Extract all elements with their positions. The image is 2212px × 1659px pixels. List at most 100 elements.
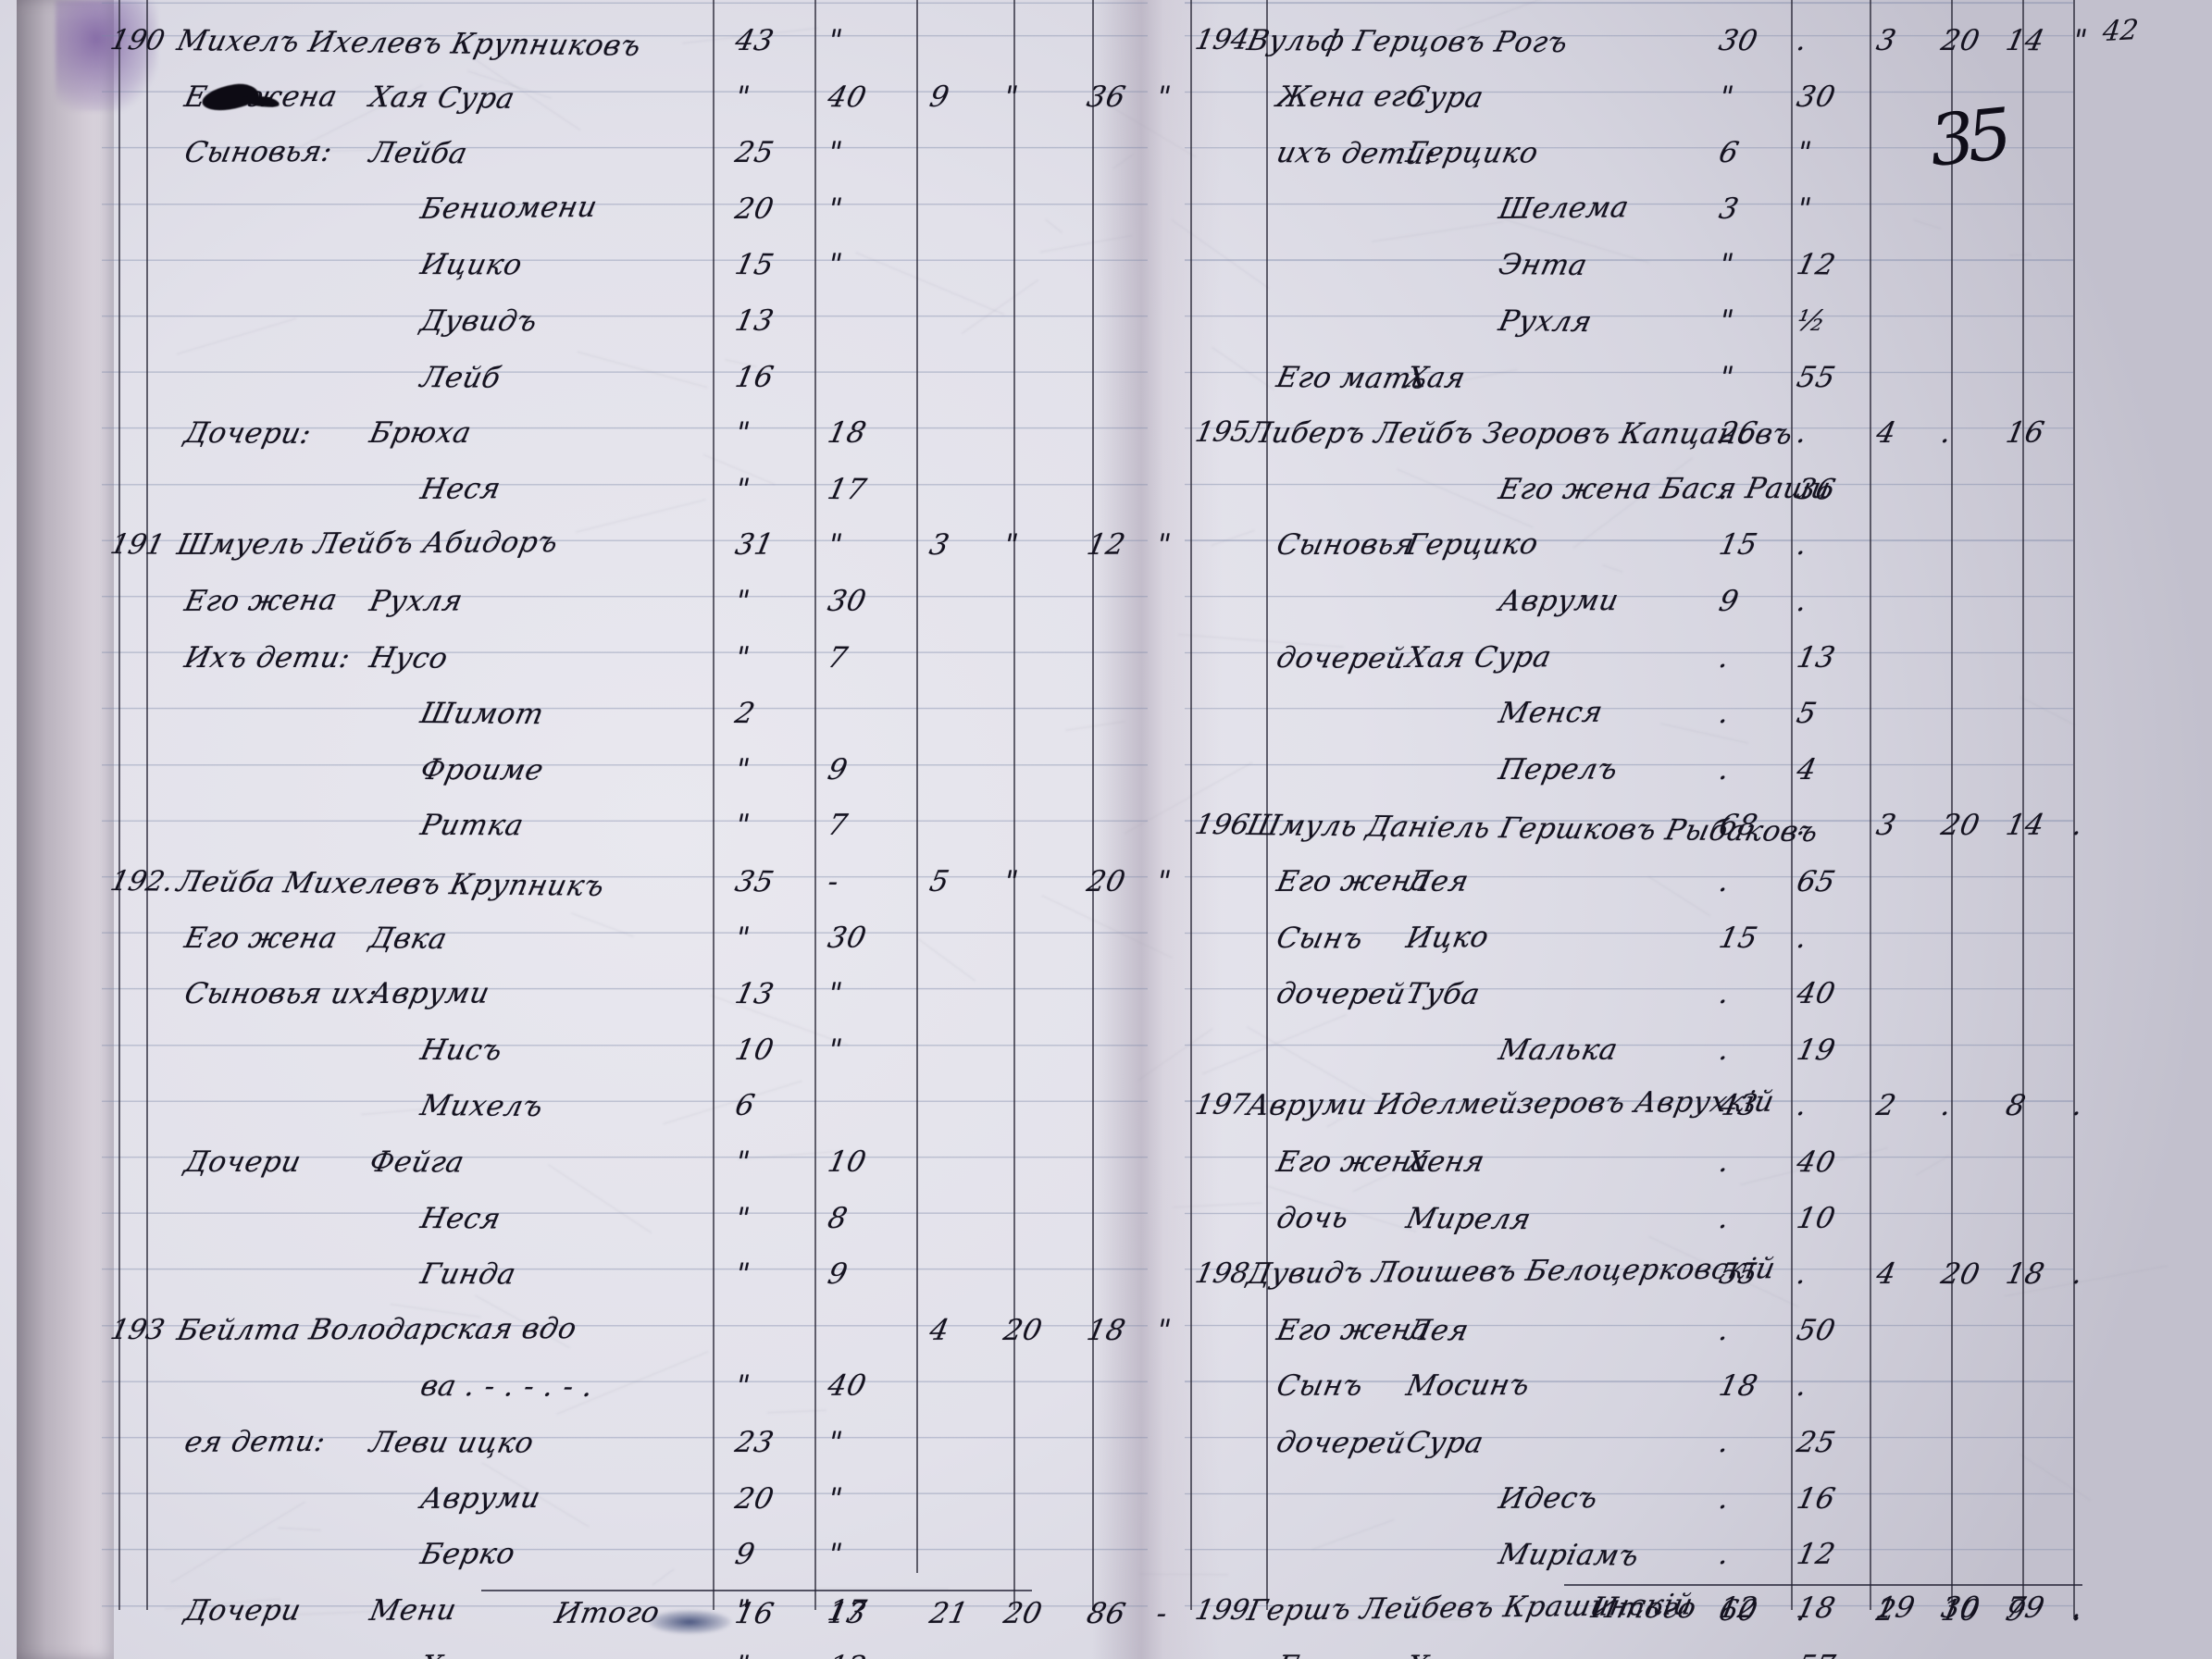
person-name: Берко [417, 1538, 518, 1572]
entry-number: 194 [1192, 24, 1251, 56]
relation-label: Дочери: [181, 416, 315, 451]
age-cell: 40 [1794, 977, 1838, 1010]
relation-label: ея дети: [181, 1425, 329, 1459]
age-cell: 68 [1716, 809, 1760, 842]
age-cell: 50 [1794, 1314, 1838, 1347]
age-cell: 15 [1716, 922, 1760, 955]
person-name: Гинда [417, 1257, 519, 1291]
age-cell: 20 [1938, 24, 1982, 57]
column-rule [1791, 0, 1793, 1610]
age-cell: 15 [1716, 528, 1760, 562]
entry-number: 196 [1192, 809, 1252, 841]
person-name: Нусо [367, 641, 451, 675]
age-cell: 36 [1794, 473, 1839, 506]
age-cell: 17 [825, 473, 870, 506]
person-name: Мосинъ [1403, 1368, 1533, 1403]
person-name: Идесъ [1496, 1481, 1600, 1516]
age-cell: 12 [1794, 1538, 1838, 1571]
person-name: Михелъ Ихелевъ Крупниковъ [174, 24, 644, 63]
entry-number: 191 [107, 528, 168, 562]
person-name: Авруми [1496, 584, 1622, 618]
age-cell: 16 [2003, 416, 2047, 451]
person-name: Хая [1403, 361, 1469, 395]
age-cell: 10 [1794, 1201, 1838, 1234]
person-name: Авруми Иделмейзеровъ Аврухкій [1244, 1085, 1777, 1122]
person-name: Двка [367, 922, 451, 956]
folio-number: 42 [2101, 14, 2140, 48]
age-cell: 18 [2003, 1257, 2047, 1291]
total-cell: 21 [926, 1597, 971, 1630]
age-cell: 19 [1794, 1034, 1838, 1067]
age-cell: 14 [2003, 24, 2047, 57]
person-name: Менся [1496, 696, 1606, 730]
person-name: Брюха [367, 416, 475, 450]
person-name: Ицико [417, 248, 526, 281]
person-name: Сура [1403, 1426, 1486, 1460]
person-name: Миріамъ [1496, 1538, 1643, 1573]
age-cell: 40 [825, 80, 870, 114]
relation-label: Дочери [181, 1145, 304, 1179]
age-cell: 40 [825, 1369, 869, 1404]
person-name: Рухля [367, 585, 466, 618]
age-cell: 30 [825, 921, 869, 955]
age-cell: 10 [732, 1034, 777, 1067]
person-name: Хеня [1403, 1145, 1487, 1179]
relation-label: Дочери [181, 1593, 304, 1627]
age-cell: 10 [825, 1145, 869, 1179]
person-name: Хая Сура [1403, 640, 1554, 675]
person-name: ва . - . - . - . [417, 1369, 597, 1404]
person-name: Вульф Герцовъ Рогъ [1244, 24, 1572, 59]
person-name: Лейб [417, 361, 504, 395]
column-rule [1951, 0, 1953, 1610]
person-name: Малька [1496, 1034, 1621, 1067]
relation-label: Его жена [181, 80, 341, 113]
age-cell: " [1153, 80, 1174, 114]
age-cell: 30 [825, 585, 869, 619]
column-rule [1092, 0, 1094, 1610]
ledger-scan: 42 35 190 Михелъ Ихелевъ Крупниковъ 43 " Его… [0, 0, 2212, 1659]
age-cell: 13 [732, 977, 777, 1010]
relation-label: Сынъ [1274, 922, 1366, 956]
person-name: Нисъ [417, 1034, 505, 1067]
relation-label: Ихъ дети: [181, 641, 354, 675]
age-cell: " [1153, 1314, 1174, 1347]
person-name: Фейга [367, 1145, 467, 1179]
person-name: Бениомени [417, 191, 600, 226]
person-name: Бейлта Володарская вдо [174, 1312, 579, 1347]
left-page [102, 0, 1148, 1659]
age-cell: 43 [1716, 1089, 1760, 1123]
age-cell: 55 [1716, 1257, 1760, 1291]
column-rule [1870, 0, 1871, 1610]
age-cell: 18 [825, 416, 869, 450]
relation-label: Его жена [181, 584, 340, 618]
entry-number: 195 [1192, 415, 1251, 449]
age-cell: 13 [1794, 640, 1838, 674]
total-cell: 13 [825, 1597, 869, 1630]
person-name: Авруми [417, 1480, 543, 1515]
person-name: Герцико [1403, 136, 1541, 170]
total-rule-right [1564, 1584, 2082, 1586]
entry-number: 199 [1192, 1594, 1252, 1627]
person-name: Ритка [417, 809, 527, 842]
age-cell: 20 [1938, 809, 1982, 842]
person-name: Лейба Михелевъ Крупникъ [174, 865, 608, 903]
person-name: Фроиме [417, 753, 547, 787]
relation-label: дочерей [1274, 1426, 1409, 1460]
age-cell: 12 [1794, 248, 1839, 281]
total-label: Итого [1588, 1591, 1699, 1625]
age-cell: 43 [732, 24, 777, 57]
person-name: Ицко [1403, 920, 1491, 954]
total-label: Итого [552, 1596, 663, 1630]
age-cell: 30 [1794, 80, 1838, 113]
relation-label: Его жена [181, 922, 341, 955]
ruled-lines-left [102, 0, 1148, 1659]
age-cell: 16 [732, 360, 777, 393]
age-cell: 23 [732, 1426, 777, 1459]
age-cell: 65 [1794, 865, 1838, 898]
age-cell: 40 [1794, 1145, 1839, 1179]
age-cell: 36 [1084, 80, 1128, 114]
column-rule [916, 0, 918, 1573]
age-cell: 20 [1000, 1314, 1045, 1347]
person-name: Хая [1403, 1650, 1469, 1659]
age-cell: 55 [1794, 361, 1838, 394]
